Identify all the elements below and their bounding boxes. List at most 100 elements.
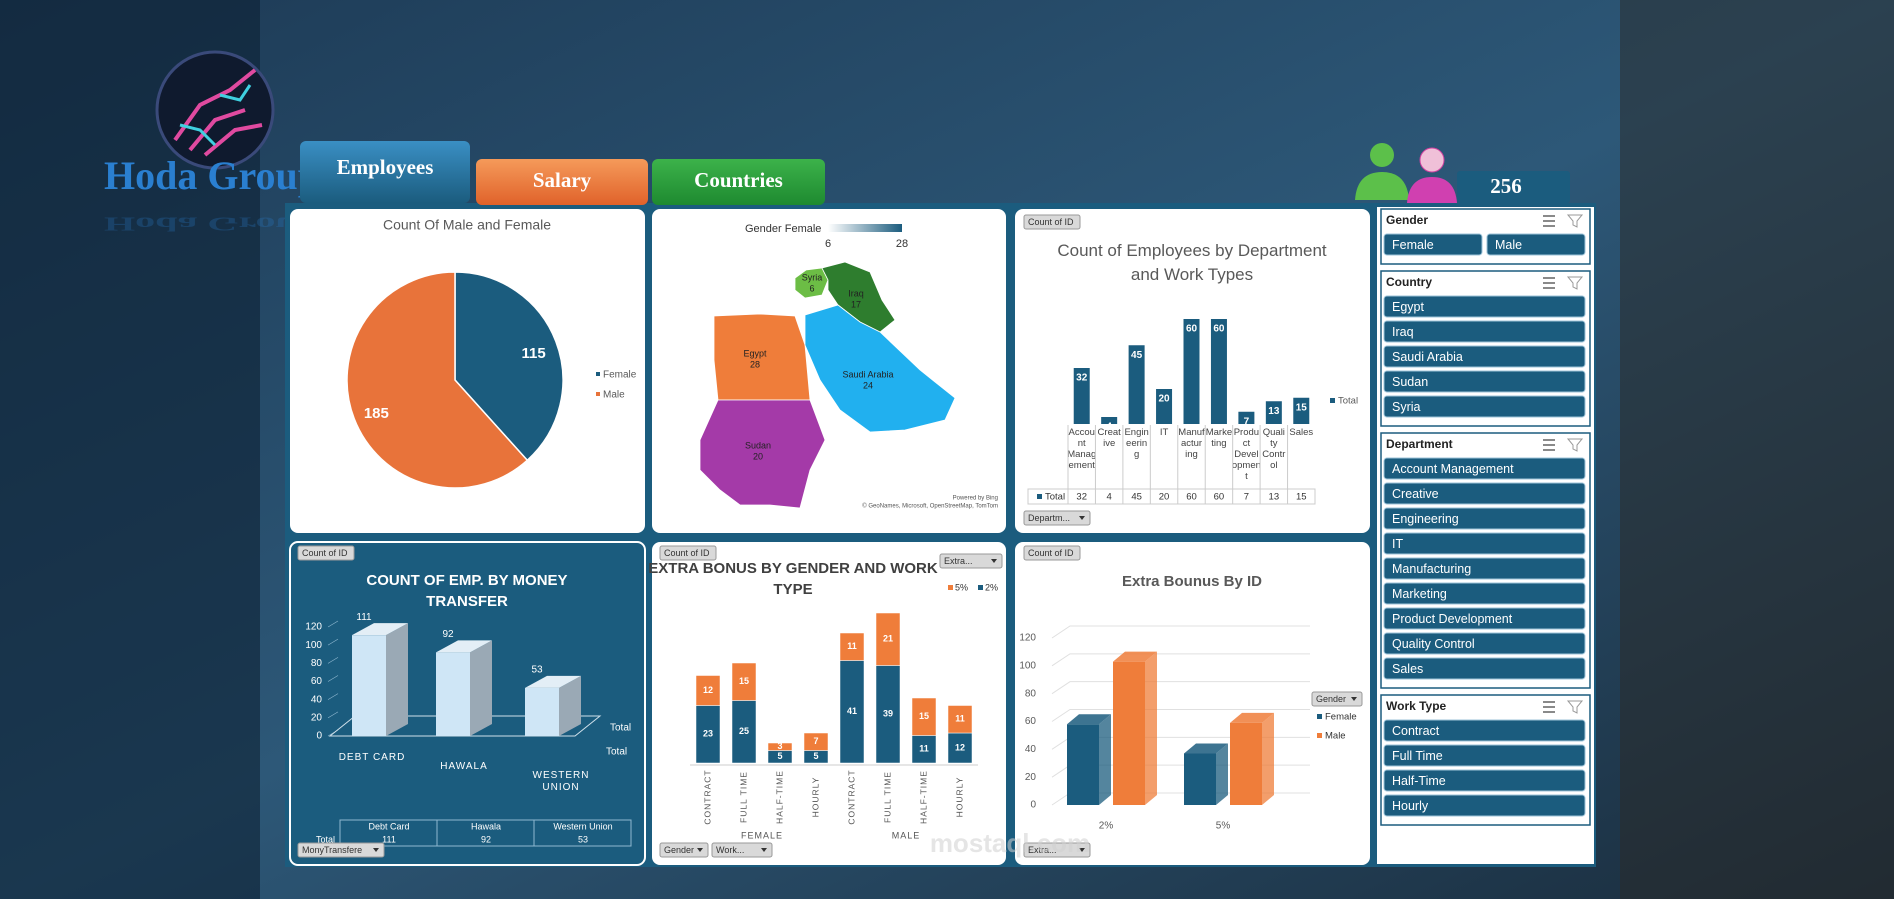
table-value: 13: [1269, 492, 1280, 503]
tab[interactable]: [476, 159, 648, 205]
data-label: 11: [919, 744, 929, 754]
button-label: Extra...: [1028, 845, 1057, 855]
button[interactable]: [939, 553, 1003, 569]
button[interactable]: [659, 842, 709, 858]
button[interactable]: [1023, 510, 1091, 526]
table-value: 60: [1214, 492, 1225, 503]
bar: [1128, 345, 1145, 424]
slicer-item[interactable]: [1486, 233, 1586, 256]
floor: [328, 715, 602, 737]
clear-filter-icon[interactable]: [1566, 214, 1584, 228]
region-value: 24: [863, 380, 873, 390]
slicer-item[interactable]: [1383, 607, 1586, 630]
multi-select-icon[interactable]: [1543, 277, 1555, 289]
y-tick-label: 20: [311, 712, 323, 723]
region-name: Iraq: [848, 288, 864, 298]
button[interactable]: [297, 545, 355, 561]
slicer-item[interactable]: [1383, 457, 1586, 480]
slicer-item[interactable]: [1383, 657, 1586, 680]
table-row: [1027, 488, 1316, 505]
bar-segment: [875, 612, 901, 666]
button[interactable]: [711, 842, 773, 858]
data-label: 45: [1131, 350, 1143, 361]
slicer-item[interactable]: [1383, 507, 1586, 530]
bar-side: [1262, 712, 1274, 805]
slicer-item-label: Contract: [1392, 724, 1440, 738]
button-label: Count of ID: [1028, 217, 1074, 227]
bar-top: [1113, 651, 1157, 662]
bar-segment: [947, 705, 973, 734]
grid-line: [1051, 681, 1310, 695]
map-region: [804, 304, 956, 433]
slicer-item[interactable]: [1383, 769, 1586, 792]
table-value: 4: [1107, 492, 1112, 503]
bar-side: [1099, 714, 1111, 805]
x-tick-label: HOURLY: [810, 777, 820, 818]
slicer-item-label: Female: [1392, 238, 1434, 252]
bar: [1183, 319, 1200, 424]
slicer-item[interactable]: [1383, 582, 1586, 605]
data-label: 5: [777, 751, 782, 761]
x-tick-label: Produ ct Devel opmen t: [1232, 427, 1261, 482]
legend-title: Gender Female: [745, 223, 821, 235]
color-scale-label: 28: [896, 238, 908, 250]
data-label: 111: [356, 612, 372, 623]
table-value: 111: [382, 834, 396, 844]
table-header: Hawala: [471, 821, 501, 831]
slicer-item[interactable]: [1383, 719, 1586, 742]
chart-title: Count of Employees by Department and Work…: [1057, 241, 1327, 284]
bar-segment: [839, 632, 865, 661]
logo-reflection: Hoda Group: [104, 213, 320, 235]
button[interactable]: [1023, 545, 1081, 561]
slicer-item[interactable]: [1383, 482, 1586, 505]
grid-line: [327, 657, 339, 664]
slicer-item-label: IT: [1392, 537, 1403, 551]
color-scale: [828, 224, 902, 232]
slicer-item[interactable]: [1383, 632, 1586, 655]
data-label: 11: [955, 714, 965, 724]
button[interactable]: [1023, 842, 1091, 858]
clear-filter-icon[interactable]: [1566, 700, 1584, 714]
button-label: Work...: [716, 845, 744, 855]
multi-select-icon[interactable]: [1543, 215, 1555, 227]
slicer-item[interactable]: [1383, 370, 1586, 393]
slicer-item[interactable]: [1383, 233, 1483, 256]
clear-filter-icon[interactable]: [1566, 438, 1584, 452]
dropdown-arrow: [1079, 516, 1085, 520]
button[interactable]: [1311, 691, 1363, 707]
chart-title: Count Of Male and Female: [383, 217, 551, 233]
clear-filter-icon[interactable]: [1566, 276, 1584, 290]
data-label: 53: [531, 664, 543, 675]
map-credit: Powered by Bing: [953, 496, 998, 502]
slicer-item[interactable]: [1383, 794, 1586, 817]
table-cell: [533, 819, 632, 847]
slicer-item[interactable]: [1383, 295, 1586, 318]
bar: [1067, 724, 1099, 805]
tab-label: Employees: [337, 155, 434, 179]
button[interactable]: [659, 545, 717, 561]
slicer-item-label: Account Management: [1392, 462, 1514, 476]
slicer-item[interactable]: [1383, 395, 1586, 418]
legend-swatch: [948, 585, 953, 590]
slicer-item[interactable]: [1383, 345, 1586, 368]
bar-segment: [947, 732, 973, 764]
grid-line: [327, 711, 339, 719]
slicer-item[interactable]: [1383, 532, 1586, 555]
bar-side: [470, 640, 492, 736]
button[interactable]: [297, 842, 385, 858]
slicer-item[interactable]: [1383, 744, 1586, 767]
multi-select-icon[interactable]: [1543, 701, 1555, 713]
y-tick-label: 100: [305, 640, 322, 651]
data-label: 7: [1244, 416, 1250, 427]
multi-select-icon[interactable]: [1543, 439, 1555, 451]
button[interactable]: [1023, 214, 1081, 230]
tab[interactable]: [300, 141, 470, 203]
slicer-item-label: Manufacturing: [1392, 562, 1471, 576]
watermark: mostaql.com: [930, 828, 1090, 858]
x-tick-label: Manuf actur ing: [1178, 427, 1205, 460]
slicer-item[interactable]: [1383, 320, 1586, 343]
table-value: 60: [1186, 492, 1197, 503]
tab[interactable]: [652, 159, 825, 205]
slicer-item[interactable]: [1383, 557, 1586, 580]
bar-top: [525, 675, 581, 688]
